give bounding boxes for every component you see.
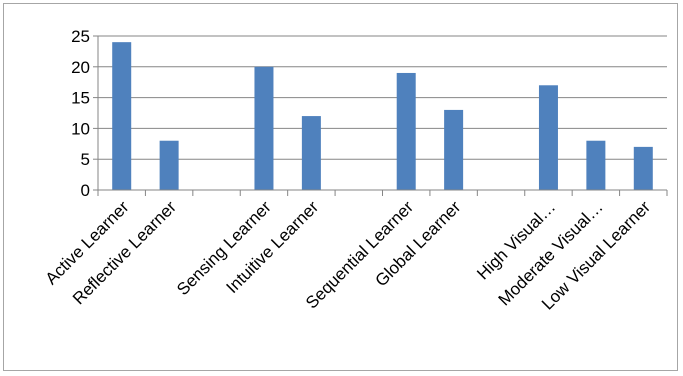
y-tick-label: 15 <box>71 89 90 108</box>
bar <box>112 42 132 190</box>
y-tick-label: 25 <box>71 27 90 46</box>
bar <box>633 146 653 190</box>
gridlines <box>98 35 667 160</box>
y-tick-label: 0 <box>81 181 90 200</box>
bar <box>159 140 179 190</box>
y-tick-labels: 0 5 10 15 20 25 <box>71 27 90 200</box>
y-tick-label: 5 <box>81 150 90 169</box>
bar <box>396 72 416 190</box>
x-tick-label: Global Learner <box>371 197 464 290</box>
y-tick-label: 20 <box>71 58 90 77</box>
bars <box>112 42 653 190</box>
bar <box>254 66 274 190</box>
y-tick-label: 10 <box>71 119 90 138</box>
bar <box>538 85 558 190</box>
bar <box>586 140 606 190</box>
bar <box>301 116 321 190</box>
x-tick-label: Active Learner <box>42 197 133 288</box>
bar <box>444 109 464 190</box>
axes <box>93 35 668 196</box>
